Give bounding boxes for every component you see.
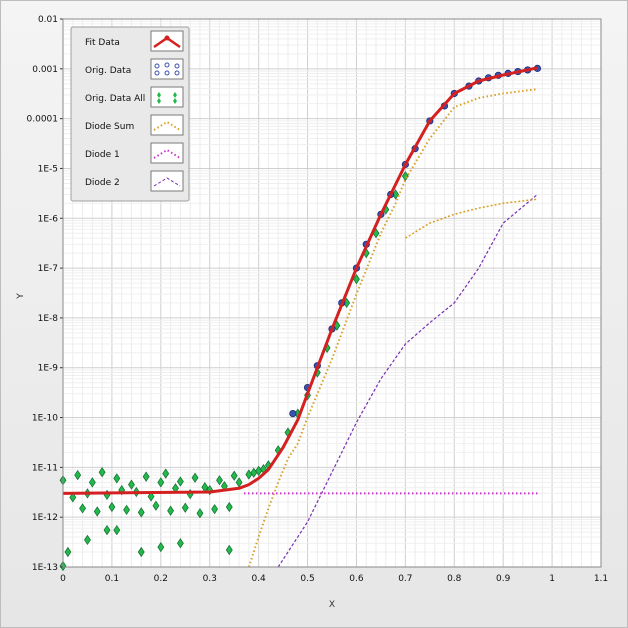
data-point-orig_all bbox=[211, 504, 219, 515]
data-point-orig_all bbox=[108, 501, 116, 513]
legend-label: Diode Sum bbox=[85, 122, 134, 132]
legend-sample bbox=[154, 63, 160, 69]
y-tick-label: 0.0001 bbox=[27, 115, 59, 125]
legend-swatch bbox=[150, 58, 184, 80]
data-point-orig_all bbox=[123, 504, 131, 516]
data-point-orig_all bbox=[142, 471, 150, 482]
data-point-orig_all bbox=[137, 546, 145, 558]
data-point-orig_all bbox=[225, 544, 233, 556]
curves bbox=[59, 64, 542, 572]
data-point-orig_all bbox=[152, 500, 160, 511]
x-tick-label: 0.5 bbox=[300, 574, 314, 584]
x-tick-label: 0 bbox=[60, 574, 66, 584]
legend-swatch bbox=[150, 170, 184, 192]
y-tick-label: 1E-9 bbox=[38, 364, 59, 374]
axes: 0 0.1 0.2 0.3 0.4 0.5 0.6 0.7 0.8 0.9 1 1.1 0.01 0.00… bbox=[27, 15, 609, 584]
data-point-orig_all bbox=[196, 508, 204, 519]
data-point-orig_all bbox=[103, 524, 111, 536]
legend-sample bbox=[164, 70, 170, 76]
legend-label: Diode 1 bbox=[85, 150, 120, 160]
x-tick-label: 0.3 bbox=[203, 574, 217, 584]
legend-sample bbox=[153, 120, 181, 131]
y-tick-label: 0.001 bbox=[32, 65, 58, 75]
x-axis-label: X bbox=[329, 600, 335, 610]
data-point-orig_all bbox=[69, 492, 77, 503]
data-point-orig_all bbox=[137, 507, 145, 518]
y-tick-label: 1E-13 bbox=[32, 563, 58, 573]
data-point-orig_all bbox=[147, 491, 155, 502]
data-point-orig_all bbox=[157, 477, 165, 488]
y-tick-label: 1E-12 bbox=[32, 513, 58, 523]
data-point-orig_all bbox=[113, 473, 121, 484]
legend-sample bbox=[164, 35, 170, 41]
data-point-orig_all bbox=[176, 476, 184, 487]
legend-sample bbox=[154, 70, 160, 76]
plot-border bbox=[62, 18, 602, 568]
y-tick-label: 0.01 bbox=[38, 15, 58, 25]
series-line-diode_sum_saturation bbox=[405, 198, 538, 239]
legend-swatch bbox=[150, 142, 184, 164]
legend-label: Fit Data bbox=[85, 38, 120, 48]
data-point-orig bbox=[289, 410, 297, 418]
y-tick-label: 1E-7 bbox=[38, 264, 58, 274]
data-point-orig_all bbox=[230, 470, 238, 481]
legend-swatch bbox=[150, 86, 184, 108]
data-point-orig_all bbox=[84, 534, 91, 546]
x-tick-label: 0.9 bbox=[496, 574, 511, 584]
x-tick-label: 0.6 bbox=[349, 574, 364, 584]
legend-label: Orig. Data All bbox=[85, 94, 145, 104]
data-point-orig_all bbox=[98, 467, 106, 478]
legend-sample bbox=[164, 62, 170, 68]
legend: Fit Data Orig. Data Orig. Data All Diode Su… bbox=[70, 26, 190, 202]
x-tick-label: 0.8 bbox=[447, 574, 462, 584]
legend-sample bbox=[157, 92, 161, 98]
data-point-orig_all bbox=[225, 501, 233, 513]
data-point-orig_all bbox=[353, 274, 360, 285]
y-axis-label: Y bbox=[16, 293, 26, 300]
x-tick-label: 0.7 bbox=[398, 574, 412, 584]
y-tick-label: 1E-10 bbox=[32, 414, 58, 424]
x-tick-label: 0.2 bbox=[154, 574, 168, 584]
data-point-orig_all bbox=[191, 472, 199, 483]
legend-sample bbox=[173, 98, 177, 104]
legend-label: Orig. Data bbox=[85, 66, 131, 76]
data-point-orig_all bbox=[74, 469, 82, 481]
legend-sample bbox=[157, 98, 161, 104]
y-tick-label: 1E-6 bbox=[38, 214, 59, 224]
series-line-diode_sum bbox=[247, 88, 538, 568]
x-tick-label: 1.1 bbox=[594, 574, 608, 584]
legend-label: Diode 2 bbox=[85, 178, 120, 188]
data-point-orig_all bbox=[216, 475, 223, 486]
x-tick-label: 0.1 bbox=[105, 574, 119, 584]
data-point-orig_all bbox=[79, 503, 86, 514]
data-point-orig_all bbox=[162, 468, 170, 479]
x-tick-label: 1 bbox=[549, 574, 555, 584]
legend-sample bbox=[153, 148, 181, 159]
data-point-orig_all bbox=[113, 524, 121, 536]
legend-sample bbox=[153, 177, 181, 187]
data-point-orig_all bbox=[167, 505, 175, 516]
legend-sample bbox=[174, 63, 180, 69]
data-point-orig_all bbox=[64, 546, 72, 558]
legend-swatch bbox=[150, 30, 184, 52]
data-point-orig_all bbox=[157, 542, 165, 553]
series-line-diode2 bbox=[277, 194, 538, 568]
data-point-orig_all bbox=[176, 538, 184, 549]
y-tick-label: 1E-11 bbox=[32, 463, 58, 473]
data-point-orig_all bbox=[181, 502, 189, 513]
data-point-orig_all bbox=[128, 479, 135, 490]
data-point-orig_all bbox=[93, 506, 101, 517]
x-tick-label: 0.4 bbox=[251, 574, 266, 584]
data-point-orig_all bbox=[88, 477, 96, 488]
series-line-fit bbox=[62, 66, 538, 495]
legend-sample bbox=[173, 92, 177, 98]
y-tick-label: 1E-5 bbox=[38, 164, 58, 174]
y-tick-label: 1E-8 bbox=[38, 314, 59, 324]
legend-swatch bbox=[150, 114, 184, 136]
legend-sample bbox=[174, 70, 180, 76]
